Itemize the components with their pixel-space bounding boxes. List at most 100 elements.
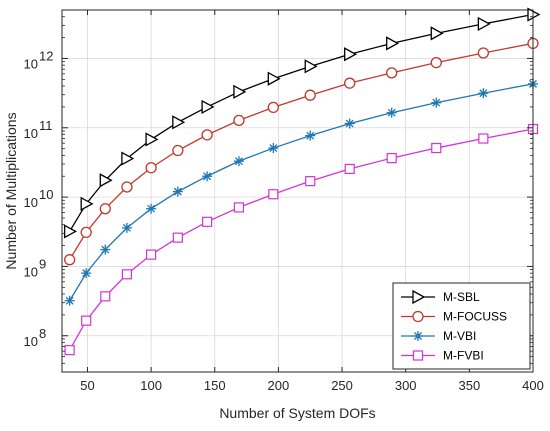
legend-label: M-VBI (443, 329, 476, 343)
data-point (344, 47, 358, 62)
marker-shape (431, 142, 442, 154)
series-m-vbi (64, 78, 538, 306)
data-point (478, 133, 489, 144)
data-point (431, 97, 442, 108)
data-point (267, 101, 279, 114)
y-tick-exponent: 9 (39, 256, 46, 271)
marker-shape (430, 26, 444, 41)
data-point (386, 107, 397, 118)
marker-stroke (82, 269, 91, 278)
data-point (430, 26, 444, 41)
data-point (304, 59, 318, 74)
marker-shape (268, 189, 279, 200)
x-tick-label: 200 (268, 378, 290, 393)
data-point (121, 269, 133, 280)
marker-shape (478, 133, 489, 144)
data-point (344, 77, 356, 89)
legend-entry: M-SBL (401, 289, 480, 305)
legend-marker (412, 310, 424, 323)
legend-label: M-FOCUSS (443, 310, 507, 324)
marker-shape (305, 176, 316, 187)
marker-shape (99, 203, 111, 215)
plot-frame (61, 9, 534, 373)
data-point (80, 226, 92, 239)
marker-shape (233, 202, 245, 213)
marker-shape (267, 71, 281, 86)
legend: M-SBL M-FOCUSS M-VBI M-FVBI (392, 282, 531, 370)
marker-stroke (147, 204, 156, 213)
marker-shape (63, 254, 76, 266)
marker-shape (477, 16, 491, 32)
axis-ticks: 50 100 150 200 250 300 350 40010810910101011101… (24, 9, 544, 393)
data-point (121, 222, 132, 233)
marker-shape (80, 226, 92, 239)
marker-stroke (269, 144, 278, 153)
data-point (172, 232, 183, 243)
data-point (201, 99, 215, 115)
data-point (99, 173, 113, 188)
data-point (145, 132, 159, 147)
y-tick-exponent: 8 (39, 326, 46, 341)
marker-shape (172, 232, 183, 243)
marker-shape (386, 67, 398, 79)
series-m-sbl (63, 7, 541, 239)
legend-label: M-SBL (443, 290, 480, 304)
y-tick-label: 10 (24, 195, 38, 210)
y-tick-exponent: 12 (39, 48, 53, 63)
data-point (268, 143, 279, 154)
marker-stroke (65, 296, 74, 305)
marker-stroke (414, 332, 422, 340)
marker-shape (344, 77, 356, 89)
data-point (233, 84, 247, 99)
marker-shape (202, 216, 213, 227)
data-point (202, 216, 213, 227)
data-point (100, 291, 111, 302)
data-point (344, 118, 355, 129)
marker-shape (80, 196, 94, 211)
data-point (145, 162, 157, 174)
data-point (430, 56, 442, 69)
data-point (233, 114, 245, 126)
marker-shape (477, 47, 490, 59)
marker-shape (386, 153, 397, 164)
y-axis-title: Number of Multiplications (3, 112, 19, 269)
data-point (304, 89, 316, 101)
marker-shape (121, 181, 133, 193)
data-point (121, 151, 135, 166)
marker-shape (100, 291, 111, 302)
marker-shape (63, 224, 77, 239)
marker-shape (201, 129, 213, 141)
marker-stroke (173, 187, 182, 196)
data-point (233, 202, 245, 213)
marker-shape (412, 350, 424, 361)
marker-shape (430, 56, 442, 69)
data-point (146, 203, 157, 214)
x-tick-label: 250 (331, 378, 353, 393)
data-point (100, 244, 111, 255)
x-tick-label: 50 (80, 378, 94, 393)
data-point (344, 163, 355, 175)
data-point (64, 295, 75, 306)
y-tick-label: 10 (24, 56, 38, 71)
series-line (69, 42, 534, 261)
marker-shape (81, 315, 92, 326)
x-tick-label: 100 (140, 378, 162, 393)
marker-stroke (432, 98, 441, 107)
data-point (99, 203, 111, 215)
legend-marker (412, 350, 424, 361)
legend-marker (412, 289, 426, 305)
data-point (81, 268, 92, 279)
marker-stroke (122, 223, 131, 232)
marker-shape (344, 163, 355, 175)
marker-shape (121, 269, 133, 280)
marker-shape (412, 289, 426, 305)
data-point (431, 142, 442, 154)
data-point (477, 47, 490, 59)
data-point (305, 130, 316, 141)
marker-stroke (387, 108, 396, 117)
x-tick-label: 150 (204, 378, 226, 393)
marker-stroke (101, 245, 110, 254)
marker-stroke (203, 172, 212, 181)
x-tick-label: 300 (395, 378, 417, 393)
